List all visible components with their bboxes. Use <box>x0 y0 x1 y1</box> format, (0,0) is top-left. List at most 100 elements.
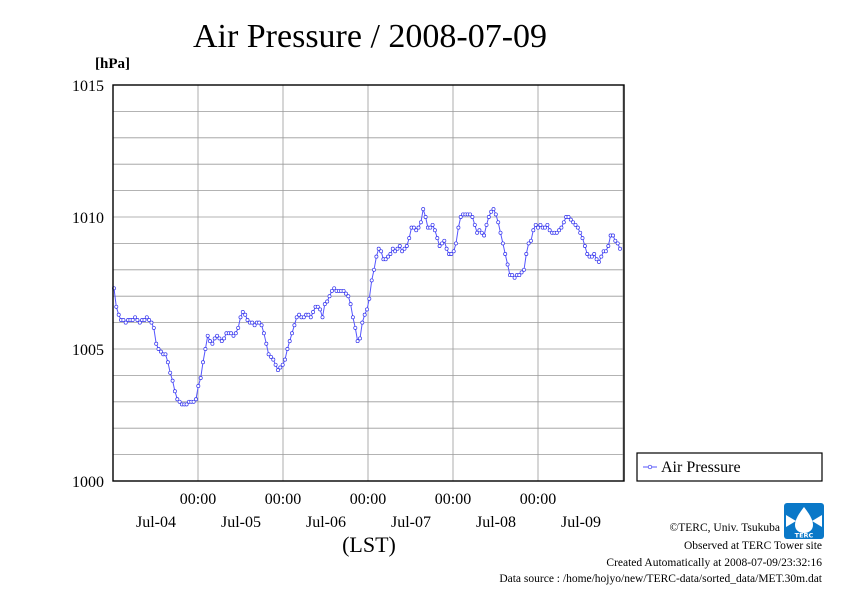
data-point <box>315 304 320 309</box>
logo-drop-shape <box>795 507 813 533</box>
series-air-pressure <box>112 207 622 407</box>
data-point <box>123 320 128 325</box>
x-day-label: Jul-08 <box>476 514 516 531</box>
data-point <box>285 347 290 351</box>
data-point <box>297 312 302 317</box>
x-day-label: Jul-04 <box>136 514 176 531</box>
data-point <box>404 244 409 248</box>
data-point <box>137 320 142 325</box>
data-point <box>449 252 454 256</box>
data-point <box>524 252 529 256</box>
data-point <box>596 259 601 264</box>
copyright-text: ©TERC, Univ. Tsukuba <box>670 522 780 534</box>
data-point <box>229 331 234 336</box>
footer: ©TERC, Univ. Tsukuba Observed at TERC To… <box>499 522 822 585</box>
x-hour-tick: 00:00 <box>265 491 301 508</box>
data-point <box>184 402 189 407</box>
data-point <box>215 333 220 338</box>
data-point <box>536 225 540 230</box>
data-point <box>432 228 437 233</box>
data-point <box>592 252 597 256</box>
data-point <box>203 347 208 351</box>
data-point <box>454 241 458 246</box>
data-point <box>430 222 435 227</box>
data-point <box>458 215 463 219</box>
data-point <box>358 336 362 341</box>
data-point <box>236 325 241 330</box>
data-point <box>451 249 456 254</box>
data-point <box>386 254 391 259</box>
data-point <box>175 397 180 402</box>
x-axis-day-labels: Jul-04 Jul-05 Jul-06 Jul-07 Jul-08 Jul-0… <box>136 514 601 531</box>
data-point <box>559 225 564 230</box>
data-point <box>566 215 571 219</box>
data-point <box>557 228 562 233</box>
plot-frame <box>112 84 625 482</box>
data-point <box>367 296 372 301</box>
y-tick-label: 1010 <box>72 210 104 227</box>
data-point <box>468 212 473 217</box>
data-point <box>496 220 501 225</box>
data-point <box>538 222 543 227</box>
data-point <box>470 215 475 219</box>
data-point <box>522 267 526 272</box>
data-point <box>130 318 135 322</box>
x-axis-label: (LST) <box>342 532 396 557</box>
data-point <box>163 352 168 357</box>
data-point <box>191 399 196 404</box>
data-point <box>290 331 294 336</box>
legend-label: Air Pressure <box>661 459 741 476</box>
data-point <box>491 207 496 212</box>
data-point <box>379 249 384 254</box>
data-point <box>578 230 583 235</box>
data-point <box>477 228 482 233</box>
data-point <box>594 257 599 262</box>
data-point <box>582 244 587 248</box>
data-point <box>603 249 608 254</box>
data-point <box>437 244 442 248</box>
data-point <box>217 336 222 341</box>
data-point <box>311 310 316 314</box>
y-tick-label: 1015 <box>72 78 104 95</box>
data-point <box>252 323 257 328</box>
series-points <box>112 207 622 407</box>
data-point <box>428 225 433 230</box>
data-point <box>397 244 402 248</box>
data-point <box>510 273 515 278</box>
data-point <box>486 215 491 219</box>
data-point <box>121 318 126 322</box>
data-point <box>421 207 426 212</box>
data-point <box>517 273 522 278</box>
data-point <box>571 220 576 225</box>
data-point <box>205 333 210 338</box>
data-point <box>489 209 494 214</box>
data-point <box>177 399 182 404</box>
data-point <box>219 339 224 344</box>
data-point <box>388 252 393 256</box>
data-point <box>505 262 510 267</box>
data-point <box>151 325 156 330</box>
data-point <box>318 307 323 312</box>
x-hour-tick: 00:00 <box>180 491 216 508</box>
data-point <box>395 246 400 251</box>
legend: Air Pressure <box>636 452 823 482</box>
data-point <box>435 236 440 241</box>
data-point <box>493 212 498 217</box>
data-point <box>308 315 313 320</box>
data-point <box>545 222 550 227</box>
data-point <box>259 323 264 328</box>
data-point <box>165 360 170 365</box>
data-point <box>201 360 205 365</box>
data-point <box>269 354 273 359</box>
data-point <box>210 341 215 346</box>
data-point <box>264 341 269 346</box>
data-point <box>402 246 407 251</box>
x-day-label: Jul-09 <box>561 514 601 531</box>
data-point <box>348 302 353 307</box>
data-point <box>442 238 447 243</box>
data-point <box>503 252 508 256</box>
data-point <box>271 357 276 362</box>
data-point <box>484 222 489 227</box>
data-point <box>561 220 566 225</box>
data-point <box>196 384 201 388</box>
